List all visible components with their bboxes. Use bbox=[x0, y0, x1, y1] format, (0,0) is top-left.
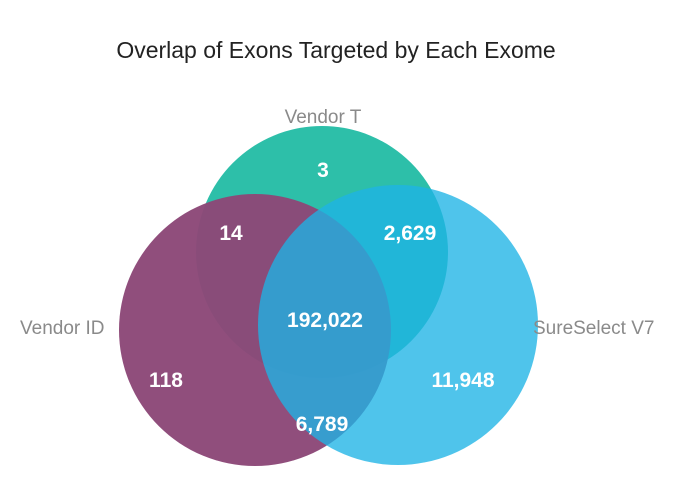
sureselect-v7-circle bbox=[258, 185, 538, 465]
vendor-t-label: Vendor T bbox=[285, 107, 362, 128]
region-vendor-t-sureselect: 2,629 bbox=[384, 222, 437, 245]
chart-title: Overlap of Exons Targeted by Each Exome bbox=[116, 37, 555, 63]
region-vendor-id-sureselect: 6,789 bbox=[296, 413, 349, 436]
region-sureselect-only: 11,948 bbox=[431, 369, 494, 392]
region-all-three: 192,022 bbox=[287, 309, 363, 332]
sureselect-v7-label: SureSelect V7 bbox=[533, 318, 654, 339]
vendor-id-label: Vendor ID bbox=[20, 318, 105, 339]
region-vendor-t-only: 3 bbox=[317, 159, 329, 182]
region-vendor-t-vendor-id: 14 bbox=[219, 222, 243, 245]
region-vendor-id-only: 118 bbox=[149, 369, 183, 392]
